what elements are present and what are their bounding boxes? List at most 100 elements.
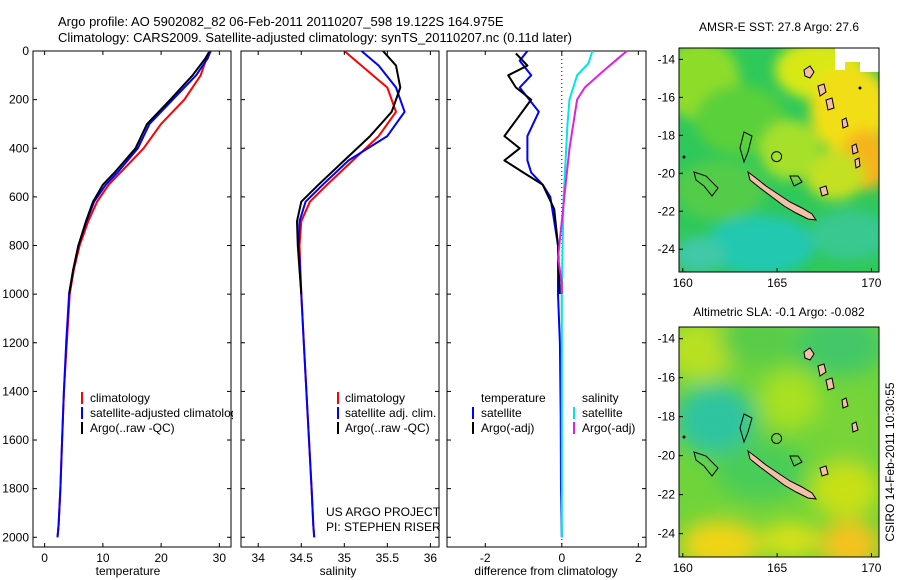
- sla-coastline-island: [841, 397, 849, 409]
- temperature-plot-frame: [32, 50, 232, 548]
- sst-missing-data: [860, 62, 879, 72]
- sla-argo-location-marker: [771, 433, 783, 444]
- sst-coastline-island: [854, 157, 861, 169]
- sla-coastline-island: [803, 347, 815, 361]
- sst-field-blob: [679, 237, 725, 272]
- sst-field-blob: [695, 85, 785, 155]
- difference-x-tick-label: -2: [480, 551, 491, 565]
- sst-map: AMSR-E SST: 27.8 Argo: 27.6: [658, 20, 882, 290]
- sla-map-x-tick-label: 170: [861, 561, 881, 575]
- difference-legend: temperature satellite Argo(-adj) salinit…: [472, 391, 635, 435]
- sst-field-blob: [705, 215, 815, 272]
- sst-map-y-tick-label: -24: [658, 242, 676, 256]
- difference-series-temperature-argo: [503, 52, 561, 295]
- salinity-x-tick-label: 34.5: [290, 551, 314, 565]
- sst-coastline-islet: [682, 155, 686, 159]
- sst-coastline-reef: [739, 131, 753, 164]
- sla-map-title: Altimetric SLA: -0.1 Argo: -0.082: [693, 305, 865, 319]
- salinity-x-tick-label: 35: [338, 551, 352, 565]
- sla-coastline-reef: [693, 451, 719, 477]
- salinity-plot-frame: [240, 50, 440, 548]
- salinity-x-tick-label: 34: [252, 551, 266, 565]
- sst-field-blob: [760, 120, 820, 180]
- difference-series-salinity-satellite: [560, 50, 594, 538]
- sst-map-y-tick-label: -16: [658, 90, 676, 104]
- sla-coastline-reef: [789, 455, 803, 467]
- sst-field-blob: [679, 160, 765, 220]
- sla-field-blob: [715, 440, 805, 500]
- temperature-x-axis-label: temperature: [96, 564, 161, 578]
- temperature-x-tick-label: 10: [96, 551, 110, 565]
- difference-x-tick-label: 2: [635, 551, 642, 565]
- sla-map-y-tick-label: -22: [658, 488, 676, 502]
- chart-title-line2: Climatology: CARS2009. Satellite-adjuste…: [58, 30, 572, 45]
- sla-field-blob: [680, 520, 760, 557]
- sst-map-y-tick-label: -20: [658, 166, 676, 180]
- pi-project-text: US ARGO PROJECT: [326, 505, 441, 519]
- sla-coastline-island: [817, 363, 827, 377]
- sla-map-y-tick-label: -14: [658, 332, 676, 346]
- sst-coastline-island: [825, 97, 835, 111]
- difference-x-tick-label: 0: [558, 551, 565, 565]
- sst-coastline-island: [851, 143, 859, 155]
- temperature-y-tick-label: 1600: [2, 433, 29, 447]
- temperature-x-tick-label: 30: [213, 551, 227, 565]
- sla-map-y-tick-label: -18: [658, 410, 676, 424]
- timestamp-side-label: CSIRO 14-Feb-2011 10:30:55: [883, 382, 897, 542]
- sla-coastline-islet: [682, 435, 686, 439]
- sst-map-x-tick-label: 165: [767, 276, 787, 290]
- sst-map-image: [679, 48, 879, 272]
- sst-map-y-tick-label: -18: [658, 128, 676, 142]
- temperature-y-tick-label: 1800: [2, 482, 29, 496]
- pi-name-text: PI: STEPHEN RISER: [326, 520, 441, 534]
- salinity-series-argo: [296, 50, 402, 295]
- sla-map-x-tick-label: 160: [673, 561, 693, 575]
- sla-map-y-tick-label: -16: [658, 371, 676, 385]
- sla-field-blob: [760, 370, 820, 430]
- temperature-y-tick-label: 800: [9, 239, 29, 253]
- sst-map-x-tick-label: 160: [673, 276, 693, 290]
- temperature-legend-satellite: satellite-adjusted climatology: [90, 406, 243, 420]
- temperature-panel: 0 10 20 30 0 200 400 600 800 1000 1200 1400 1600 1800…: [2, 44, 243, 578]
- sla-field-blob: [760, 522, 820, 557]
- chart-title-line1: Argo profile: AO 5902082_82 06-Feb-2011 …: [58, 14, 504, 29]
- difference-legend-sal-satellite: satellite: [582, 406, 623, 420]
- sst-map-title: AMSR-E SST: 27.8 Argo: 27.6: [699, 20, 859, 34]
- sla-field-blob: [810, 462, 879, 518]
- sst-coastline-island: [817, 83, 827, 97]
- sla-map-frame: [678, 326, 880, 558]
- sla-field-blob: [820, 520, 879, 557]
- sla-map-image: [679, 327, 879, 557]
- sla-map-x-tick-label: 165: [767, 561, 787, 575]
- sla-field-blob: [720, 327, 800, 365]
- temperature-y-tick-label: 1000: [2, 287, 29, 301]
- difference-x-axis-label: difference from climatology: [474, 564, 617, 578]
- temperature-series-argo: [68, 51, 210, 295]
- sst-argo-location-marker: [771, 151, 783, 163]
- sla-coastlines: [682, 347, 859, 500]
- sla-field-blob: [795, 327, 879, 375]
- sst-coastlines: [682, 65, 862, 221]
- sst-field-blob: [810, 210, 879, 260]
- sla-coastline-island: [825, 377, 835, 391]
- salinity-series-satellite: [297, 50, 406, 538]
- sst-coastline-island: [819, 185, 829, 197]
- temperature-legend: climatology satellite-adjusted climatolo…: [81, 391, 243, 435]
- sla-coastline-island: [747, 449, 818, 500]
- sst-coastline-island: [803, 65, 815, 79]
- sla-map-y-tick-label: -20: [658, 449, 676, 463]
- temperature-y-tick-label: 0: [22, 44, 29, 58]
- sla-coastline-island: [819, 465, 829, 477]
- difference-legend-salinity-heading: salinity: [582, 391, 619, 405]
- temperature-legend-argo: Argo(..raw -QC): [90, 421, 175, 435]
- sst-coastline-island: [747, 170, 818, 221]
- sst-map-x-tick-label: 170: [861, 276, 881, 290]
- sla-field-blob: [679, 385, 755, 455]
- sla-map-y-tick-label: -24: [658, 527, 676, 541]
- temperature-x-tick-label: 20: [154, 551, 168, 565]
- salinity-legend-satellite: satellite adj. clim.: [345, 406, 436, 420]
- sst-map-frame: [678, 47, 880, 273]
- difference-series-salinity-argo: [557, 50, 628, 295]
- sla-field-blob: [820, 390, 879, 470]
